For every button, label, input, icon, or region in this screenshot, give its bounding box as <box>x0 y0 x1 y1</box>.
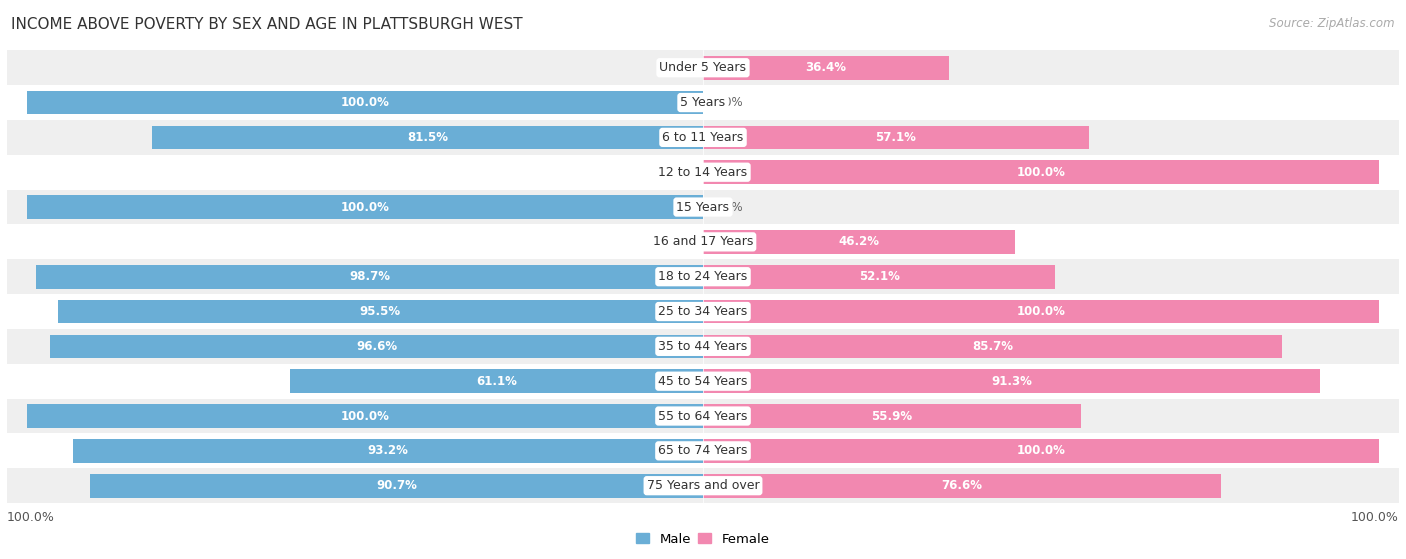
Legend: Male, Female: Male, Female <box>631 527 775 551</box>
Bar <box>7 190 1399 225</box>
Bar <box>7 329 1399 364</box>
Text: 25 to 34 Years: 25 to 34 Years <box>658 305 748 318</box>
Bar <box>7 155 1399 190</box>
Bar <box>27 91 703 115</box>
Text: 55.9%: 55.9% <box>872 410 912 423</box>
Text: 57.1%: 57.1% <box>876 131 917 144</box>
Bar <box>90 474 703 498</box>
Text: 100.0%: 100.0% <box>1351 511 1399 524</box>
Bar <box>7 50 1399 85</box>
Text: 98.7%: 98.7% <box>349 270 389 283</box>
Text: 93.2%: 93.2% <box>368 444 409 457</box>
Text: 90.7%: 90.7% <box>377 479 418 492</box>
Bar <box>7 85 1399 120</box>
Text: 100.0%: 100.0% <box>1017 444 1066 457</box>
Bar <box>7 259 1399 294</box>
Text: 0.0%: 0.0% <box>713 201 742 214</box>
Bar <box>27 404 703 428</box>
Bar <box>7 468 1399 503</box>
Text: 75 Years and over: 75 Years and over <box>647 479 759 492</box>
Text: 95.5%: 95.5% <box>360 305 401 318</box>
Text: INCOME ABOVE POVERTY BY SEX AND AGE IN PLATTSBURGH WEST: INCOME ABOVE POVERTY BY SEX AND AGE IN P… <box>11 17 523 32</box>
Text: 100.0%: 100.0% <box>7 511 55 524</box>
Text: 16 and 17 Years: 16 and 17 Years <box>652 235 754 248</box>
Text: 96.6%: 96.6% <box>356 340 398 353</box>
Text: 61.1%: 61.1% <box>477 375 517 388</box>
Bar <box>290 369 703 393</box>
Text: 100.0%: 100.0% <box>340 201 389 214</box>
Text: 91.3%: 91.3% <box>991 375 1032 388</box>
Bar <box>703 334 1282 358</box>
Text: 6 to 11 Years: 6 to 11 Years <box>662 131 744 144</box>
Text: 35 to 44 Years: 35 to 44 Years <box>658 340 748 353</box>
Bar <box>703 300 1379 323</box>
Text: Source: ZipAtlas.com: Source: ZipAtlas.com <box>1270 17 1395 30</box>
Text: 65 to 74 Years: 65 to 74 Years <box>658 444 748 457</box>
Bar <box>703 369 1320 393</box>
Bar <box>703 439 1379 463</box>
Text: 100.0%: 100.0% <box>340 410 389 423</box>
Text: 85.7%: 85.7% <box>972 340 1014 353</box>
Bar <box>37 265 703 288</box>
Bar <box>27 195 703 219</box>
Text: 100.0%: 100.0% <box>1017 165 1066 179</box>
Text: Under 5 Years: Under 5 Years <box>659 61 747 74</box>
Text: 0.0%: 0.0% <box>664 165 693 179</box>
Text: 46.2%: 46.2% <box>838 235 880 248</box>
Bar <box>703 56 949 79</box>
Bar <box>7 225 1399 259</box>
Text: 55 to 64 Years: 55 to 64 Years <box>658 410 748 423</box>
Text: 52.1%: 52.1% <box>859 270 900 283</box>
Text: 76.6%: 76.6% <box>941 479 983 492</box>
Bar <box>152 126 703 149</box>
Text: 0.0%: 0.0% <box>664 61 693 74</box>
Bar <box>703 404 1081 428</box>
Bar <box>73 439 703 463</box>
Text: 81.5%: 81.5% <box>408 131 449 144</box>
Bar <box>51 334 703 358</box>
Bar <box>7 433 1399 468</box>
Text: 18 to 24 Years: 18 to 24 Years <box>658 270 748 283</box>
Bar <box>703 474 1220 498</box>
Text: 15 Years: 15 Years <box>676 201 730 214</box>
Text: 5 Years: 5 Years <box>681 96 725 109</box>
Text: 100.0%: 100.0% <box>1017 305 1066 318</box>
Text: 0.0%: 0.0% <box>713 96 742 109</box>
Bar <box>7 120 1399 155</box>
Bar <box>58 300 703 323</box>
Bar <box>7 399 1399 433</box>
Bar <box>703 126 1088 149</box>
Bar <box>703 160 1379 184</box>
Text: 0.0%: 0.0% <box>664 235 693 248</box>
Bar <box>703 265 1054 288</box>
Bar <box>703 230 1015 254</box>
Text: 100.0%: 100.0% <box>340 96 389 109</box>
Text: 45 to 54 Years: 45 to 54 Years <box>658 375 748 388</box>
Text: 36.4%: 36.4% <box>806 61 846 74</box>
Bar <box>7 364 1399 399</box>
Bar <box>7 294 1399 329</box>
Text: 12 to 14 Years: 12 to 14 Years <box>658 165 748 179</box>
